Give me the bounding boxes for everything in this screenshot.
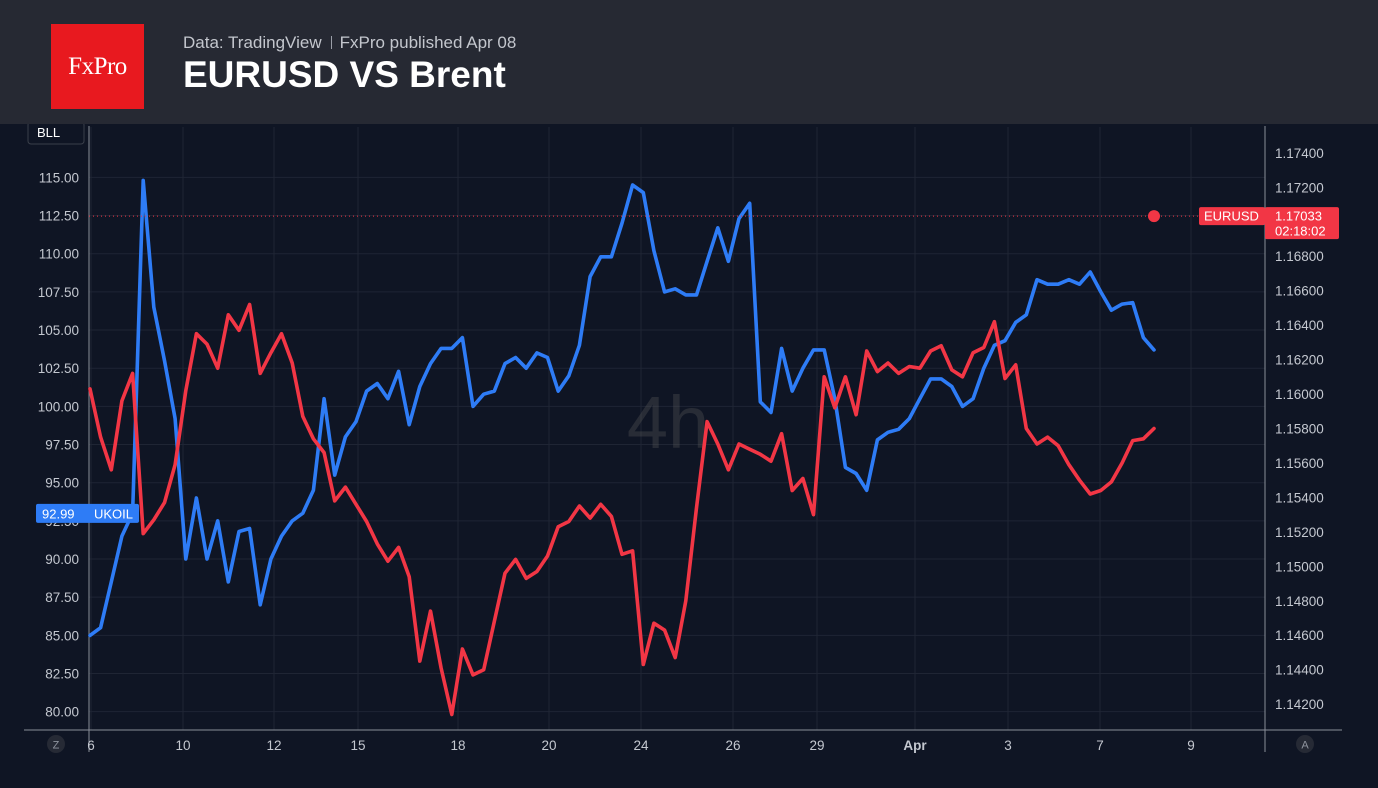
subtitle-divider (330, 36, 332, 49)
chart-header: FxPro Data: TradingView FxPro published A… (0, 0, 1378, 124)
bar-countdown: 02:18:02 (1275, 224, 1326, 239)
left-tick-label: 112.50 (39, 209, 79, 224)
ukoil-price-tag: 92.99 UKOIL (36, 503, 139, 523)
right-tick-label: 1.14400 (1275, 663, 1324, 678)
left-tick-label: 87.50 (45, 590, 79, 605)
eurusd-price-tag: EURUSD 1.17033 02:18:02 (1199, 207, 1339, 240)
right-tick-label: 1.15200 (1275, 525, 1324, 540)
right-tick-label: 1.16200 (1275, 353, 1324, 368)
right-tick-label: 1.15600 (1275, 456, 1324, 471)
right-tick-label: 1.14200 (1275, 697, 1324, 712)
chart-canvas: 4h 115.00112.50110.00107.50105.00102.501… (24, 124, 1342, 753)
left-tick-label: 102.50 (38, 361, 79, 376)
eurusd-last-point (1148, 210, 1160, 223)
x-tick-label: Apr (903, 738, 927, 753)
right-tick-label: 1.16400 (1275, 318, 1324, 333)
right-tick-label: 1.17200 (1275, 180, 1324, 195)
left-tick-label: 107.50 (38, 285, 79, 300)
zoom-button[interactable]: Z (47, 735, 65, 753)
left-tick-label: 95.00 (45, 476, 79, 491)
x-tick-label: 26 (725, 738, 740, 753)
ukoil-last-value: 92.99 (42, 506, 75, 521)
ukoil-line (88, 178, 1156, 638)
left-tick-label: 105.00 (38, 323, 79, 338)
eurusd-series-name: EURUSD (1204, 209, 1259, 224)
published-label: FxPro published Apr 08 (339, 33, 517, 52)
right-tick-label: 1.16000 (1275, 387, 1324, 402)
left-axis-ticks: 115.00 112.50 110.00 107.50 105.00 102.50 100.… (38, 170, 79, 719)
left-tick-label: 97.50 (45, 438, 79, 453)
auto-scale-button[interactable]: A (1296, 735, 1314, 753)
x-tick-label: 7 (1096, 738, 1104, 753)
right-tick-label: 1.15800 (1275, 422, 1324, 437)
left-tick-label: 100.00 (38, 399, 79, 414)
right-tick-label: 1.16600 (1275, 284, 1324, 299)
series-layer (88, 178, 1156, 717)
left-tick-label: 82.50 (45, 667, 79, 682)
x-tick-label: 18 (450, 738, 465, 753)
x-tick-label: 29 (809, 738, 824, 753)
x-tick-label: 9 (1187, 738, 1195, 753)
left-tick-label: 90.00 (45, 552, 79, 567)
left-tick-label: 115.00 (39, 170, 79, 185)
gridlines (89, 127, 1265, 730)
x-tick-label: 20 (541, 738, 556, 753)
ukoil-series-name: UKOIL (94, 506, 133, 521)
timeframe-watermark: 4h (627, 381, 709, 464)
auto-scale-icon: A (1301, 740, 1309, 752)
right-tick-label: 1.16800 (1275, 249, 1324, 264)
x-tick-label: 10 (175, 738, 190, 753)
left-tick-label: 80.00 (45, 705, 79, 720)
left-tick-label: 110.00 (39, 247, 79, 262)
chart-title: EURUSD VS Brent (183, 54, 506, 95)
zoom-icon: Z (53, 740, 60, 752)
right-tick-label: 1.15000 (1275, 559, 1324, 574)
x-tick-label: 24 (633, 738, 649, 753)
eurusd-last-value: 1.17033 (1275, 209, 1322, 224)
right-axis-ticks: 1.17400 1.17200 1.16800 1.16600 1.16400 1.162… (1275, 146, 1324, 712)
left-tick-label: 85.00 (45, 628, 79, 643)
right-tick-label: 1.14600 (1275, 628, 1324, 643)
data-source-label: Data: TradingView (183, 33, 322, 52)
x-tick-label: 12 (266, 738, 281, 753)
x-tick-label: 15 (350, 738, 365, 753)
x-tick-label: 3 (1004, 738, 1012, 753)
right-tick-label: 1.17400 (1275, 146, 1324, 161)
right-tick-label: 1.14800 (1275, 594, 1324, 609)
eurusd-line (88, 302, 1156, 717)
bll-badge[interactable]: BLL (27, 124, 85, 145)
bll-badge-label: BLL (37, 125, 60, 140)
right-tick-label: 1.15400 (1275, 490, 1324, 505)
x-axis-ticks: 6 10 12 15 18 20 24 26 29 Apr 3 7 9 (87, 738, 1195, 753)
chart-subtitle: Data: TradingView FxPro published Apr 08 (183, 33, 516, 53)
fxpro-logo: FxPro (51, 24, 144, 109)
x-tick-label: 6 (87, 738, 95, 753)
